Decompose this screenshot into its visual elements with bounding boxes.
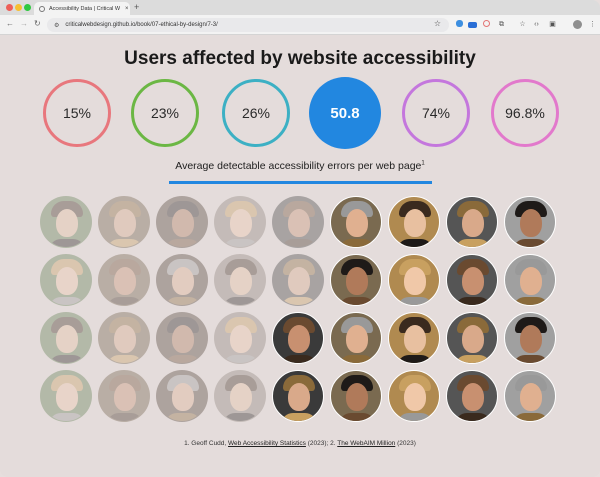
face-avatar	[388, 196, 440, 248]
footnote-text: 1. Geoff Cudd,	[184, 440, 229, 447]
footnote-ref: 1	[421, 160, 425, 167]
face-avatar	[272, 370, 324, 422]
browser-toolbar: ← → ↻ ⚙ criticalwebdesign.github.io/book…	[0, 15, 600, 35]
face-avatar-dimmed	[98, 370, 150, 422]
stat-circle-highlighted[interactable]: 50.8	[309, 77, 381, 149]
face-avatar	[504, 312, 556, 364]
minimize-window-button[interactable]	[15, 4, 22, 11]
reload-icon[interactable]: ↻	[34, 19, 41, 28]
face-avatar-dimmed	[98, 254, 150, 306]
face-avatar-dimmed	[98, 196, 150, 248]
caption-text: Average detectable accessibility errors …	[175, 160, 422, 172]
face-avatar	[504, 196, 556, 248]
face-avatar	[330, 254, 382, 306]
stat-caption: Average detectable accessibility errors …	[0, 160, 600, 172]
face-avatar-dimmed	[40, 312, 92, 364]
page-title: Users affected by website accessibility	[124, 48, 476, 69]
split-screen-icon[interactable]: ▣	[549, 21, 556, 28]
face-avatar-dimmed	[156, 312, 208, 364]
face-avatar	[504, 370, 556, 422]
forward-icon[interactable]: →	[20, 19, 28, 28]
face-avatar-dimmed	[98, 312, 150, 364]
face-avatar-dimmed	[214, 370, 266, 422]
face-avatar	[330, 312, 382, 364]
stat-circle: 74%	[402, 79, 470, 147]
url-text[interactable]: criticalwebdesign.github.io/book/07-ethi…	[65, 22, 218, 28]
footnote: 1. Geoff Cudd, Web Accessibility Statist…	[0, 440, 600, 447]
face-avatar-dimmed	[40, 370, 92, 422]
back-icon[interactable]: ←	[6, 19, 14, 28]
face-avatar-dimmed	[40, 196, 92, 248]
face-avatar	[272, 312, 324, 364]
site-info-icon[interactable]: ⚙	[54, 22, 60, 29]
stat-circle: 26%	[222, 79, 290, 147]
face-avatar	[388, 370, 440, 422]
face-avatar	[388, 254, 440, 306]
stat-circle: 23%	[131, 79, 199, 147]
extension-3-icon[interactable]	[483, 20, 490, 27]
face-avatar	[446, 370, 498, 422]
tab-active[interactable]: Accessibility Data | Critical W ×	[34, 2, 130, 15]
face-avatar-dimmed	[214, 196, 266, 248]
caption-underline	[169, 181, 432, 184]
new-tab-button[interactable]: +	[134, 2, 140, 12]
faces-grid	[40, 196, 562, 422]
code-icon[interactable]: ‹›	[534, 21, 539, 28]
stat-circle: 96.8%	[491, 79, 559, 147]
face-avatar-dimmed	[156, 370, 208, 422]
menu-icon[interactable]: ⋮	[589, 21, 596, 28]
extension-1-icon[interactable]	[456, 20, 463, 27]
face-avatar	[330, 370, 382, 422]
maximize-window-button[interactable]	[24, 4, 31, 11]
face-avatar	[330, 196, 382, 248]
globe-icon	[39, 5, 45, 12]
tab-title: Accessibility Data | Critical W	[49, 5, 121, 12]
face-avatar	[446, 196, 498, 248]
stat-circle: 15%	[43, 79, 111, 147]
face-avatar-dimmed	[214, 312, 266, 364]
bookmark-manager-icon[interactable]: ☆	[519, 21, 526, 28]
face-avatar-dimmed	[40, 254, 92, 306]
face-avatar	[446, 254, 498, 306]
face-avatar-dimmed	[272, 196, 324, 248]
bookmark-star-icon[interactable]: ☆	[433, 19, 441, 28]
face-avatar	[504, 254, 556, 306]
extension-2-icon[interactable]	[468, 22, 477, 28]
footnote-text: (2023)	[395, 440, 416, 447]
puzzle-icon[interactable]: ⧉	[499, 21, 504, 28]
page-content: Users affected by website accessibility …	[0, 36, 600, 477]
face-avatar-dimmed	[214, 254, 266, 306]
tab-bar: Accessibility Data | Critical W × +	[0, 0, 600, 15]
close-tab-icon[interactable]: ×	[125, 5, 129, 12]
close-window-button[interactable]	[6, 4, 13, 11]
face-avatar	[446, 312, 498, 364]
footnote-text: (2023); 2.	[305, 440, 338, 447]
web-accessibility-statistics-link[interactable]: Web Accessibility Statistics	[228, 440, 306, 447]
address-bar[interactable]: ⚙ criticalwebdesign.github.io/book/07-et…	[47, 18, 449, 32]
profile-avatar[interactable]	[573, 20, 582, 29]
webaim-million-link[interactable]: The WebAIM Million	[337, 440, 396, 447]
face-avatar-dimmed	[156, 196, 208, 248]
face-avatar-dimmed	[156, 254, 208, 306]
face-avatar	[388, 312, 440, 364]
face-avatar-dimmed	[272, 254, 324, 306]
